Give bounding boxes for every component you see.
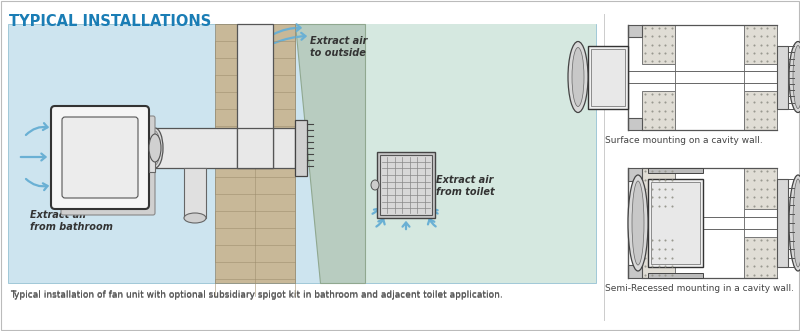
Bar xyxy=(377,152,435,218)
Bar xyxy=(777,46,788,109)
Polygon shape xyxy=(295,24,365,283)
Text: Extract air
from bathroom: Extract air from bathroom xyxy=(30,210,113,232)
FancyBboxPatch shape xyxy=(62,117,138,198)
Ellipse shape xyxy=(184,213,206,223)
Bar xyxy=(642,91,675,130)
Bar xyxy=(648,273,703,278)
Bar xyxy=(744,237,777,278)
Ellipse shape xyxy=(150,131,160,165)
Ellipse shape xyxy=(568,41,588,113)
Polygon shape xyxy=(320,24,596,283)
Bar xyxy=(588,46,628,109)
Bar xyxy=(648,179,703,267)
Ellipse shape xyxy=(789,175,800,271)
Bar xyxy=(215,24,295,283)
Text: Typical installation of fan unit with optional subsidiary spigot kit in bathroom: Typical installation of fan unit with op… xyxy=(10,290,502,299)
Bar xyxy=(628,118,642,130)
Bar xyxy=(295,120,307,176)
Bar xyxy=(648,168,703,173)
Bar xyxy=(237,128,273,168)
Ellipse shape xyxy=(793,45,800,109)
Bar xyxy=(184,168,206,218)
Bar xyxy=(149,142,155,172)
Bar xyxy=(628,25,642,37)
Ellipse shape xyxy=(632,181,644,265)
Bar xyxy=(744,168,777,209)
Bar xyxy=(675,168,744,278)
FancyBboxPatch shape xyxy=(61,116,155,215)
Bar xyxy=(155,128,295,168)
FancyBboxPatch shape xyxy=(51,106,149,209)
Bar xyxy=(380,155,432,215)
Bar xyxy=(628,168,642,181)
Bar xyxy=(642,168,675,209)
Bar xyxy=(675,25,744,130)
Bar xyxy=(628,265,642,278)
Bar xyxy=(642,237,675,278)
Text: Semi-Recessed mounting in a cavity wall.: Semi-Recessed mounting in a cavity wall. xyxy=(605,284,794,293)
Bar xyxy=(237,24,273,168)
Bar xyxy=(642,25,675,64)
Ellipse shape xyxy=(789,41,800,113)
Ellipse shape xyxy=(371,180,379,190)
Text: Extract air
from toilet: Extract air from toilet xyxy=(436,175,494,197)
Ellipse shape xyxy=(628,175,648,271)
Ellipse shape xyxy=(572,48,584,107)
Bar xyxy=(8,24,596,283)
Bar xyxy=(777,179,788,267)
Bar xyxy=(651,182,700,264)
Text: TYPICAL INSTALLATIONS: TYPICAL INSTALLATIONS xyxy=(9,14,211,29)
Bar xyxy=(744,91,777,130)
Ellipse shape xyxy=(147,128,163,168)
Bar xyxy=(744,25,777,64)
Bar xyxy=(591,49,625,106)
Ellipse shape xyxy=(149,134,161,162)
Ellipse shape xyxy=(793,179,800,267)
Text: Typical installation of fan unit with optional subsidiary spigot kit in bathroom: Typical installation of fan unit with op… xyxy=(10,291,502,300)
Text: Extract air
to outside: Extract air to outside xyxy=(310,36,367,58)
Text: Surface mounting on a cavity wall.: Surface mounting on a cavity wall. xyxy=(605,136,762,145)
